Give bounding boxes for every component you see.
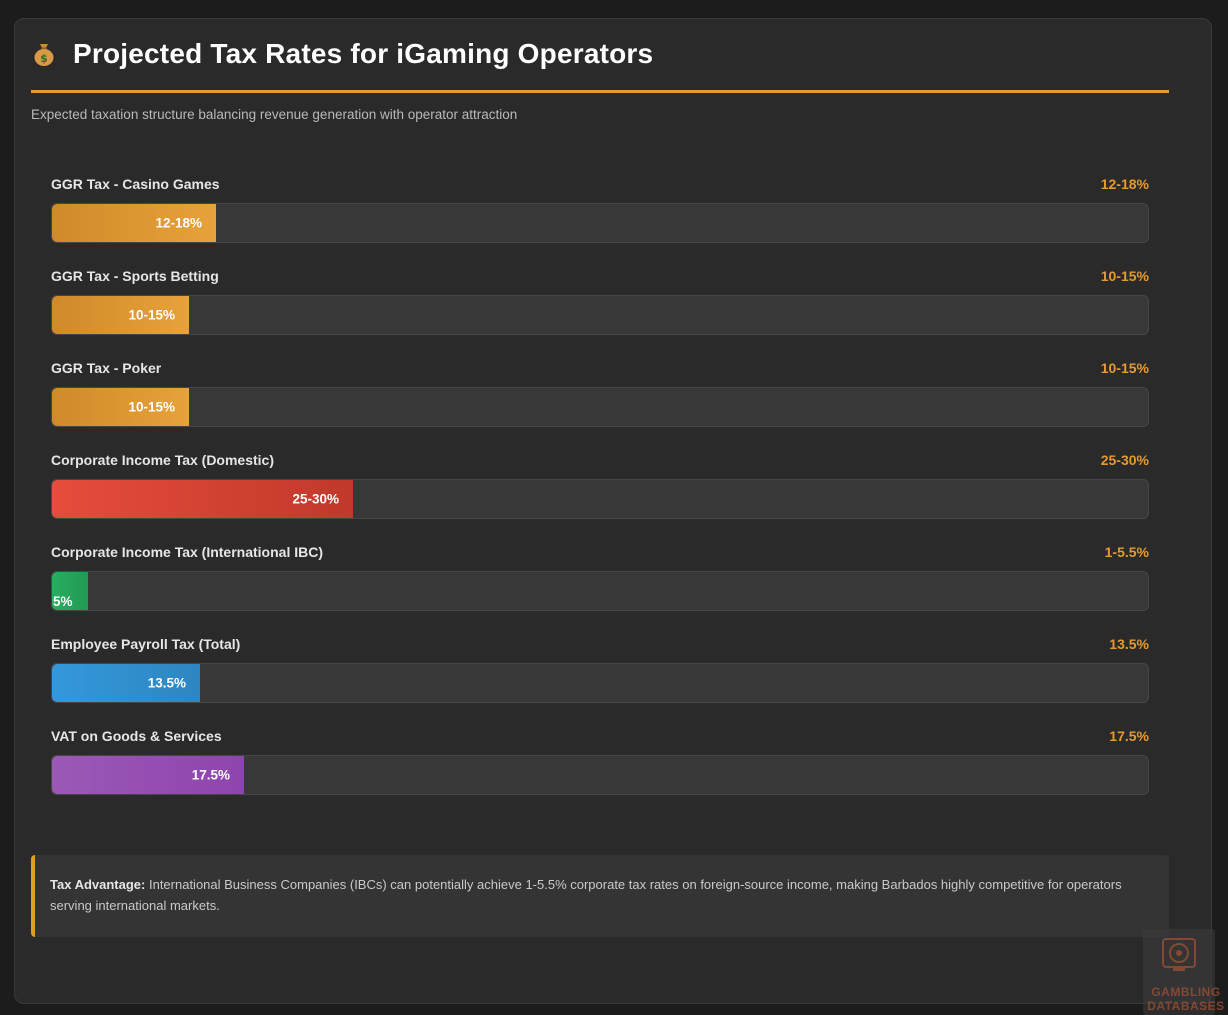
- bar-category-label: GGR Tax - Casino Games: [51, 176, 220, 192]
- title-divider: [31, 90, 1169, 93]
- watermark-line-2: DATABASES: [1147, 999, 1225, 1013]
- bar-track: 12-18%: [51, 203, 1149, 243]
- note-heading: Tax Advantage:: [50, 877, 146, 892]
- bar-fill: 25-30%: [52, 480, 353, 518]
- bar-row: GGR Tax - Poker 10-15% 10-15%: [51, 358, 1149, 450]
- bar-value-label: 25-30%: [292, 491, 339, 507]
- bar-track: 5%: [51, 571, 1149, 611]
- bar-track: 25-30%: [51, 479, 1149, 519]
- watermark-logo: GAMBLING DATABASES: [1143, 929, 1224, 1015]
- bar-value-label: 10-15%: [128, 399, 175, 415]
- bar-fill: 17.5%: [52, 756, 244, 794]
- bar-row: VAT on Goods & Services 17.5% 17.5%: [51, 726, 1149, 818]
- bar-category-label: VAT on Goods & Services: [51, 728, 222, 744]
- bar-rate-label: 1-5.5%: [1104, 544, 1149, 560]
- bar-category-label: Corporate Income Tax (Domestic): [51, 452, 275, 468]
- bar-row: Corporate Income Tax (Domestic) 25-30% 25-…: [51, 450, 1149, 542]
- bar-category-label: Corporate Income Tax (International IBC): [51, 544, 323, 560]
- bar-rate-label: 17.5%: [1109, 728, 1149, 744]
- bar-fill: 10-15%: [52, 388, 189, 426]
- money-bag-icon: $: [31, 41, 57, 67]
- bar-rate-label: 13.5%: [1109, 636, 1149, 652]
- bar-rate-label: 10-15%: [1100, 268, 1149, 284]
- bar-rate-label: 10-15%: [1100, 360, 1149, 376]
- page-subtitle: Expected taxation structure balancing re…: [31, 107, 518, 122]
- bar-value-label: 12-18%: [155, 215, 202, 231]
- bar-track: 17.5%: [51, 755, 1149, 795]
- bar-value-label: 5%: [53, 594, 73, 609]
- bar-category-label: Employee Payroll Tax (Total): [51, 636, 241, 652]
- roulette-icon: [1162, 938, 1196, 971]
- bar-track: 10-15%: [51, 387, 1149, 427]
- svg-text:$: $: [40, 52, 48, 65]
- bar-fill: 12-18%: [52, 204, 216, 242]
- bar-row: Corporate Income Tax (International IBC)…: [51, 542, 1149, 634]
- note-text: International Business Companies (IBCs) …: [50, 877, 1122, 913]
- bar-track: 10-15%: [51, 295, 1149, 335]
- bar-category-label: GGR Tax - Poker: [51, 360, 162, 376]
- bar-value-label: 10-15%: [128, 307, 175, 323]
- bar-row: GGR Tax - Sports Betting 10-15% 10-15%: [51, 266, 1149, 358]
- tax-advantage-note: Tax Advantage: International Business Co…: [31, 855, 1169, 937]
- bar-fill: 5%: [52, 572, 88, 610]
- watermark-line-1: GAMBLING: [1151, 985, 1221, 999]
- bar-value-label: 13.5%: [147, 675, 186, 691]
- bar-rate-label: 25-30%: [1100, 452, 1149, 468]
- bar-row: Employee Payroll Tax (Total) 13.5% 13.5%: [51, 634, 1149, 726]
- page-title: Projected Tax Rates for iGaming Operator…: [73, 38, 654, 69]
- header: $ Projected Tax Rates for iGaming Operat…: [31, 38, 1169, 70]
- bar-category-label: GGR Tax - Sports Betting: [51, 268, 219, 284]
- bar-fill: 13.5%: [52, 664, 200, 702]
- tax-rate-chart: GGR Tax - Casino Games 12-18% 12-18% GGR Ta…: [51, 174, 1149, 818]
- bar-fill: 10-15%: [52, 296, 189, 334]
- bar-value-label: 17.5%: [191, 767, 230, 783]
- bar-rate-label: 12-18%: [1100, 176, 1149, 192]
- bar-track: 13.5%: [51, 663, 1149, 703]
- bar-row: GGR Tax - Casino Games 12-18% 12-18%: [51, 174, 1149, 266]
